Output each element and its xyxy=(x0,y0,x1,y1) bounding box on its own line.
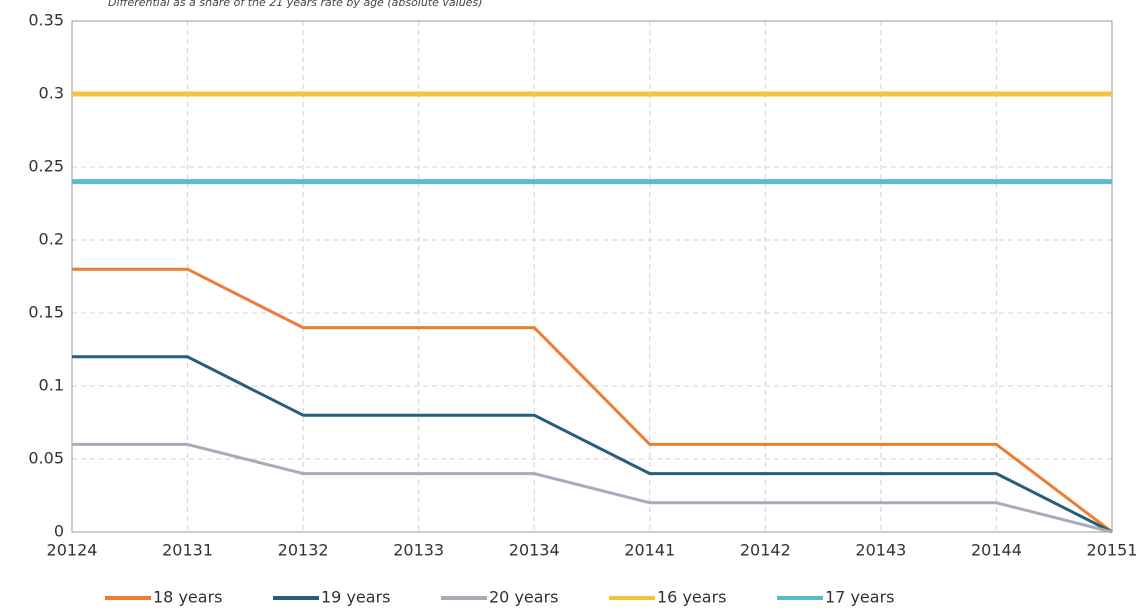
legend-label: 20 years xyxy=(489,588,558,607)
x-tick-label: 20144 xyxy=(971,541,1022,560)
x-tick-label: 20143 xyxy=(855,541,906,560)
legend-label: 18 years xyxy=(153,588,222,607)
y-tick-label: 0.3 xyxy=(39,84,64,103)
series-line xyxy=(72,442,1113,534)
y-tick-label: 0.1 xyxy=(39,376,64,395)
y-tick-label: 0.15 xyxy=(28,303,64,322)
chart-title: Differential as a share of the 21 years … xyxy=(108,0,482,9)
x-tick-label: 20141 xyxy=(624,541,675,560)
x-tick-label: 20132 xyxy=(278,541,329,560)
y-tick-label: 0.05 xyxy=(28,449,64,468)
y-tick-label: 0.25 xyxy=(28,157,64,176)
plot-frame xyxy=(71,20,1113,533)
legend-label: 16 years xyxy=(657,588,726,607)
x-tick-label: 20133 xyxy=(393,541,444,560)
x-tick-label: 20134 xyxy=(509,541,560,560)
legend-label: 19 years xyxy=(321,588,390,607)
y-tick-label: 0.35 xyxy=(28,11,64,30)
y-tick-label: 0.2 xyxy=(39,230,64,249)
legend-label: 17 years xyxy=(825,588,894,607)
x-tick-label: 20124 xyxy=(47,541,98,560)
series-line xyxy=(72,355,1113,534)
x-tick-label: 20151 xyxy=(1087,541,1138,560)
series-line xyxy=(72,267,1113,534)
x-tick-label: 20142 xyxy=(740,541,791,560)
x-tick-label: 20131 xyxy=(162,541,213,560)
y-tick-label: 0 xyxy=(54,522,64,541)
